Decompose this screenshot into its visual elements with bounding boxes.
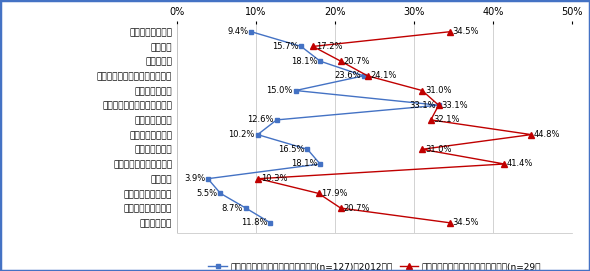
Text: 31.0%: 31.0%	[425, 145, 451, 154]
Text: 44.8%: 44.8%	[534, 130, 560, 139]
Text: 15.0%: 15.0%	[267, 86, 293, 95]
Text: 10.3%: 10.3%	[261, 174, 288, 183]
Text: 5.5%: 5.5%	[196, 189, 218, 198]
Text: 12.6%: 12.6%	[247, 115, 274, 124]
Text: 9.4%: 9.4%	[227, 27, 248, 36]
Text: 20.7%: 20.7%	[343, 57, 370, 66]
Text: 8.7%: 8.7%	[222, 204, 243, 212]
Text: 11.8%: 11.8%	[241, 218, 267, 227]
Text: 34.5%: 34.5%	[453, 218, 479, 227]
Text: 17.2%: 17.2%	[316, 42, 342, 51]
Text: 32.1%: 32.1%	[434, 115, 460, 124]
Text: 16.5%: 16.5%	[278, 145, 304, 154]
Text: 18.1%: 18.1%	[291, 57, 317, 66]
Text: 10.2%: 10.2%	[228, 130, 255, 139]
Text: 17.9%: 17.9%	[322, 189, 348, 198]
Text: 15.7%: 15.7%	[272, 42, 299, 51]
Text: 33.1%: 33.1%	[441, 101, 468, 110]
Text: 24.1%: 24.1%	[371, 71, 396, 80]
Text: 41.4%: 41.4%	[507, 160, 533, 169]
Text: 33.1%: 33.1%	[409, 101, 436, 110]
Text: 31.0%: 31.0%	[425, 86, 451, 95]
Text: 20.7%: 20.7%	[343, 204, 370, 212]
Legend: 新規雇用した精神障害者のいる企業(n=127)（2012年）, 採用後精神障害者のみ雇用する企業(n=29）: 新規雇用した精神障害者のいる企業(n=127)（2012年）, 採用後精神障害者…	[205, 258, 545, 271]
Text: 18.1%: 18.1%	[291, 160, 317, 169]
Text: 23.6%: 23.6%	[334, 71, 361, 80]
Text: 3.9%: 3.9%	[184, 174, 205, 183]
Text: 34.5%: 34.5%	[453, 27, 479, 36]
